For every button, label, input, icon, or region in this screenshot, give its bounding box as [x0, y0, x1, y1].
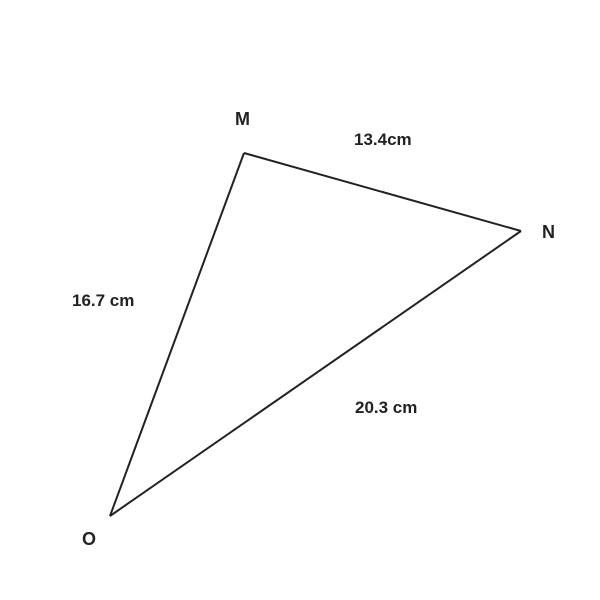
- vertex-label-o: O: [82, 529, 97, 549]
- side-mo: [109, 152, 245, 517]
- side-mn: [243, 152, 522, 232]
- side-length-mo: 16.7 cm: [72, 291, 135, 310]
- vertex-label-n: N: [542, 222, 555, 242]
- side-length-mn: 13.4cm: [354, 130, 412, 149]
- side-no: [109, 230, 522, 517]
- side-length-no: 20.3 cm: [355, 398, 418, 417]
- vertex-label-m: M: [235, 109, 250, 129]
